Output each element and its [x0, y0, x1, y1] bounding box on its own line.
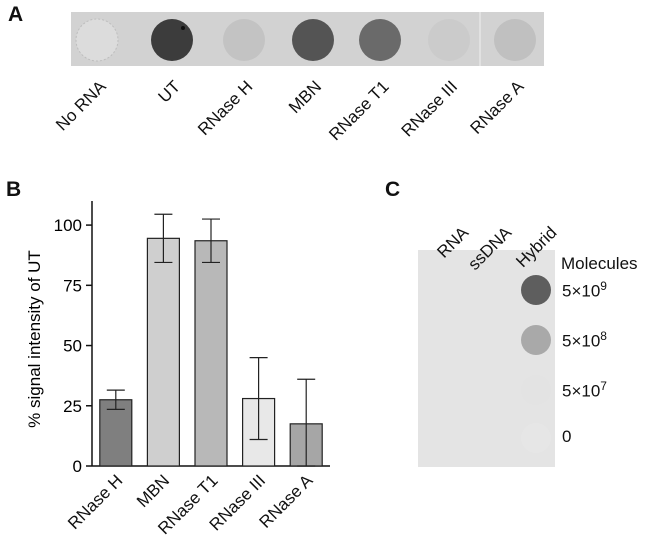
y-tick-label: 100	[54, 216, 82, 235]
hybrid-spot-1	[521, 325, 551, 355]
hybrid-spot-2	[521, 375, 551, 405]
y-tick-label: 75	[63, 276, 82, 295]
panel-label-c: C	[385, 178, 401, 201]
molecule-count-label: 5×108	[562, 329, 607, 351]
y-tick-label: 25	[63, 397, 82, 416]
y-tick-label: 0	[73, 457, 82, 476]
molecule-count-label: 0	[562, 427, 572, 446]
dot-spot-3	[292, 19, 334, 61]
panel-label-b: B	[6, 178, 22, 201]
hybrid-spot-0	[521, 275, 551, 305]
hybrid-spot-3	[521, 423, 551, 453]
dot-spot-0	[75, 18, 119, 62]
y-tick-label: 50	[63, 337, 82, 356]
molecule-count-label: 5×109	[562, 279, 607, 301]
y-axis-label: % signal intensity of UT	[25, 250, 44, 428]
bar-rnase-h	[99, 399, 133, 467]
panel-label-a: A	[8, 3, 24, 26]
membrane-speck	[181, 26, 185, 30]
molecule-count-label: 5×107	[562, 379, 607, 401]
dot-spot-5	[428, 19, 470, 61]
molecules-header: Molecules	[561, 254, 638, 273]
dot-spot-2	[223, 19, 265, 61]
dot-spot-6	[494, 19, 536, 61]
dot-spot-4	[359, 19, 401, 61]
